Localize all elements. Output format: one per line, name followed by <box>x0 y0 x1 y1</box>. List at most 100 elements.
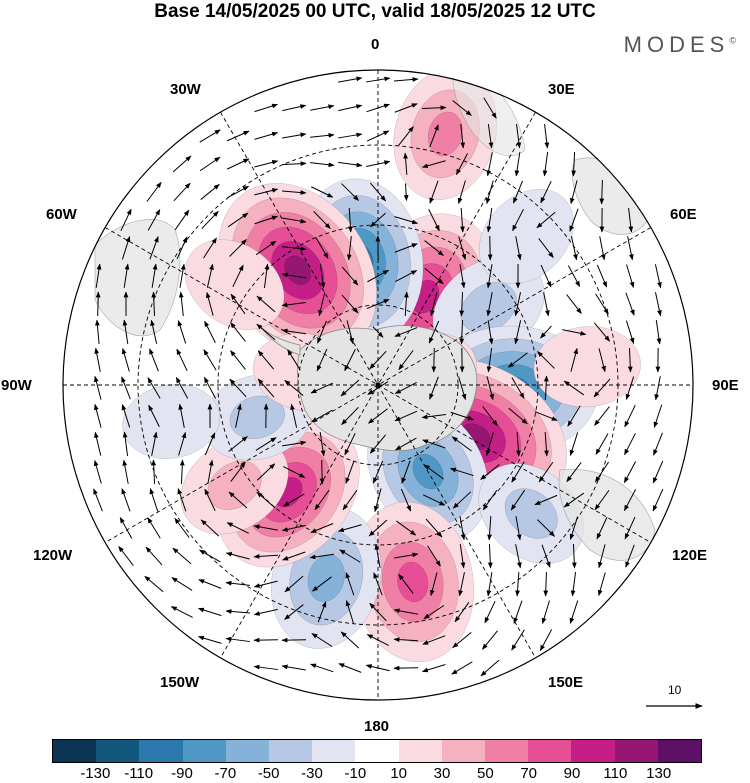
colorbar-swatch <box>139 740 183 762</box>
wind-arrow <box>197 635 222 644</box>
wind-arrow <box>255 240 277 256</box>
colorbar-swatch <box>225 740 270 762</box>
wind-arrow <box>540 264 552 288</box>
wind-arrow <box>122 431 129 456</box>
wind-arrow <box>203 237 217 259</box>
wind-arrow <box>624 433 636 456</box>
wind-arrow <box>148 404 160 427</box>
wind-arrow <box>206 263 214 288</box>
wind-arrow <box>624 516 636 540</box>
wind-arrow <box>487 515 492 541</box>
wind-arrow <box>536 211 556 229</box>
wind-arrow <box>394 103 418 113</box>
wind-arrow <box>287 349 301 371</box>
wind-arrow <box>170 606 193 618</box>
wind-arrow <box>282 132 307 139</box>
wind-arrow <box>653 432 663 456</box>
wind-arrow <box>178 431 187 456</box>
wind-arrow <box>394 382 417 394</box>
lon-label-60w: 60W <box>46 206 77 223</box>
wind-arrow <box>421 663 446 673</box>
wind-arrow <box>652 488 664 512</box>
wind-arrow <box>121 347 130 372</box>
colorbar-tick-label: 110 <box>603 765 628 782</box>
wind-arrow <box>422 494 446 506</box>
wind-arrow <box>121 235 131 260</box>
wind-arrow <box>596 516 608 540</box>
wind-arrow <box>177 320 187 344</box>
wind-arrow <box>423 604 445 620</box>
wind-arrow <box>225 580 250 586</box>
wind-arrow <box>281 524 306 532</box>
wind-arrow <box>144 575 164 593</box>
wind-arrow <box>485 180 494 205</box>
lon-label-0: 0 <box>371 36 380 53</box>
wind-arrow <box>119 516 133 539</box>
colorbar-swatch <box>96 740 140 762</box>
wind-arrow <box>452 631 472 649</box>
wind-arrow <box>256 295 276 313</box>
wind-arrow <box>563 380 585 396</box>
wind-arrow <box>254 103 279 113</box>
wind-arrow <box>281 272 306 279</box>
wind-arrow <box>205 291 214 316</box>
wind-arrow <box>197 607 222 617</box>
wind-arrow <box>430 292 438 317</box>
wind-arrow <box>534 411 558 421</box>
colorbar-tick-label: -50 <box>257 765 280 782</box>
wind-arrow <box>486 152 493 177</box>
wind-arrow <box>459 544 466 569</box>
wind-arrow <box>281 161 307 167</box>
wind-arrow <box>253 580 278 588</box>
wind-arrow <box>482 406 498 426</box>
wind-arrow <box>257 378 275 398</box>
wind-arrow <box>516 431 521 457</box>
wind-arrow <box>317 601 327 623</box>
wind-arrow <box>281 664 306 671</box>
wind-arrow <box>339 549 361 563</box>
wind-arrow <box>284 379 304 397</box>
wind-arrow <box>394 243 418 253</box>
wind-arrow <box>199 156 221 172</box>
wind-arrow <box>348 207 353 233</box>
wind-arrow <box>398 126 414 146</box>
wind-arrow <box>310 104 335 111</box>
wind-arrow <box>283 493 305 507</box>
wind-arrow <box>511 461 525 483</box>
wind-arrow <box>204 488 216 512</box>
wind-arrow <box>311 633 333 647</box>
wind-arrow <box>539 629 553 652</box>
wind-arrow <box>282 217 307 224</box>
wind-arrow <box>450 411 474 421</box>
wind-arrow <box>487 543 493 569</box>
wind-arrow <box>177 488 187 512</box>
wind-arrow <box>227 212 249 228</box>
wind-arrow <box>569 180 578 205</box>
wind-arrow <box>567 405 581 427</box>
wind-arrow <box>540 180 552 204</box>
wind-arrow <box>253 637 279 643</box>
wind-arrow <box>179 263 186 288</box>
wind-arrow <box>452 491 472 509</box>
wind-arrow <box>515 544 522 569</box>
wind-arrow <box>458 572 465 597</box>
wind-arrow <box>232 264 244 288</box>
lon-label-150w: 150W <box>160 674 200 691</box>
wind-arrow <box>422 439 446 449</box>
wind-arrow <box>515 571 520 597</box>
wind-arrow <box>652 460 664 484</box>
colorbar-swatch <box>485 740 529 762</box>
wind-arrow <box>569 208 579 232</box>
wind-arrow <box>570 572 577 597</box>
wind-arrow <box>341 407 359 426</box>
wind-arrow <box>486 264 493 289</box>
colorbar-tick-label: -110 <box>124 765 154 782</box>
wind-arrow <box>514 320 522 345</box>
wind-arrow <box>395 437 417 451</box>
wind-arrow <box>172 547 192 565</box>
wind-arrow <box>254 188 279 196</box>
wind-arrow <box>400 488 412 512</box>
wind-arrow <box>198 579 222 589</box>
wind-arrow <box>480 464 500 480</box>
wind-arrow <box>431 347 437 373</box>
